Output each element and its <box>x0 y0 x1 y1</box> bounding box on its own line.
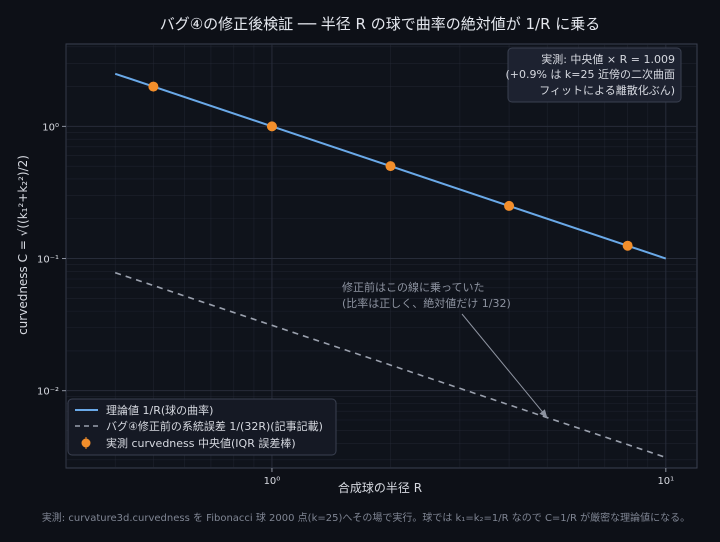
annotation-line-2: (比率は正しく、絶対値だけ 1/32) <box>342 296 511 310</box>
y-tick-label: 10⁻¹ <box>37 255 59 266</box>
annotation: 修正前はこの線に乗っていた (比率は正しく、絶対値だけ 1/32) <box>342 280 548 418</box>
y-tick-label: 10⁰ <box>42 122 59 133</box>
plot-area <box>65 43 698 469</box>
axis-ticks: 10⁰ 10¹ 10⁰ 10⁻¹ 10⁻² <box>37 122 674 487</box>
x-tick-label: 10¹ <box>657 476 674 487</box>
legend-label-measured: 実測 curvedness 中央値(IQR 誤差棒) <box>106 436 296 450</box>
annotation-arrow-head <box>539 409 548 418</box>
x-tick-label: 10⁰ <box>264 476 281 487</box>
measured-point <box>622 240 633 251</box>
bug-series-line <box>114 271 667 459</box>
x-axis-label: 合成球の半径 R <box>338 480 422 495</box>
info-box-frame <box>507 47 682 103</box>
legend-label-bug: バグ④修正前の系統誤差 1/(32R)(記事記載) <box>106 419 323 433</box>
legend-frame <box>67 398 337 456</box>
info-box-line-1: 実測: 中央値 × R = 1.009 <box>541 52 675 66</box>
legend-label-theory: 理論値 1/R(球の曲率) <box>106 403 213 417</box>
y-axis-label: curvedness C = √((k₁²+k₂²)/2) <box>16 155 30 335</box>
series-layer <box>114 72 667 459</box>
measured-point <box>385 161 396 172</box>
info-box-line-2: (+0.9% は k=25 近傍の二次曲面 <box>505 67 675 81</box>
annotation-line-1: 修正前はこの線に乗っていた <box>342 280 484 294</box>
chart-title: バグ④の修正後検証 ── 半径 R の球で曲率の絶対値が 1/R に乗る <box>160 15 601 33</box>
info-box-line-3: フィットによる離散化ぶん) <box>539 83 675 97</box>
legend: 理論値 1/R(球の曲率) バグ④修正前の系統誤差 1/(32R)(記事記載) … <box>67 398 337 456</box>
grid-lines <box>65 44 697 468</box>
legend-swatch-measured <box>81 438 91 448</box>
y-tick-label: 10⁻² <box>37 387 59 398</box>
annotation-arrow-shaft <box>461 313 548 418</box>
measured-point <box>504 200 515 211</box>
measured-point <box>148 81 159 92</box>
footer-note: 実測: curvature3d.curvedness を Fibonacci 球… <box>42 511 690 524</box>
measured-point <box>266 121 277 132</box>
info-box: 実測: 中央値 × R = 1.009 (+0.9% は k=25 近傍の二次曲… <box>505 47 682 103</box>
